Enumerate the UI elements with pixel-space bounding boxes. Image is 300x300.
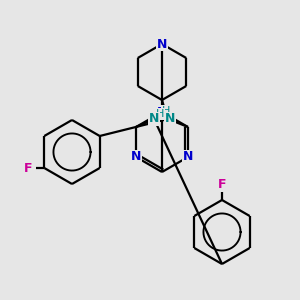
- Text: F: F: [218, 178, 226, 190]
- Text: N: N: [165, 112, 175, 125]
- Text: H: H: [162, 106, 170, 116]
- Text: N: N: [131, 151, 141, 164]
- Text: N: N: [149, 112, 159, 125]
- Text: H: H: [156, 109, 164, 119]
- Text: N: N: [157, 106, 167, 118]
- Text: N: N: [183, 151, 193, 164]
- Text: F: F: [24, 161, 32, 175]
- Text: N: N: [157, 38, 167, 50]
